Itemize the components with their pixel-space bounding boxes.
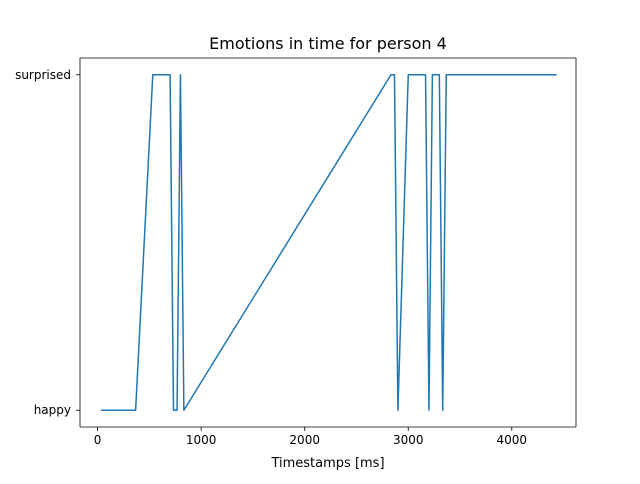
x-tick-label-4000: 4000 (497, 433, 528, 447)
x-tick-label-0: 0 (94, 433, 102, 447)
y-tick-label-surprised: surprised (15, 68, 71, 82)
x-axis-label: Timestamps [ms] (270, 456, 384, 471)
x-tick-label-2000: 2000 (289, 433, 320, 447)
plot-area: 0 1000 2000 3000 4000 happy surprised (15, 57, 577, 447)
series-line-1 (101, 74, 557, 411)
y-tick-label-happy: happy (34, 403, 71, 417)
x-tick-label-3000: 3000 (393, 433, 424, 447)
x-tick-label-1000: 1000 (186, 433, 217, 447)
chart-title: Emotions in time for person 4 (209, 34, 447, 53)
